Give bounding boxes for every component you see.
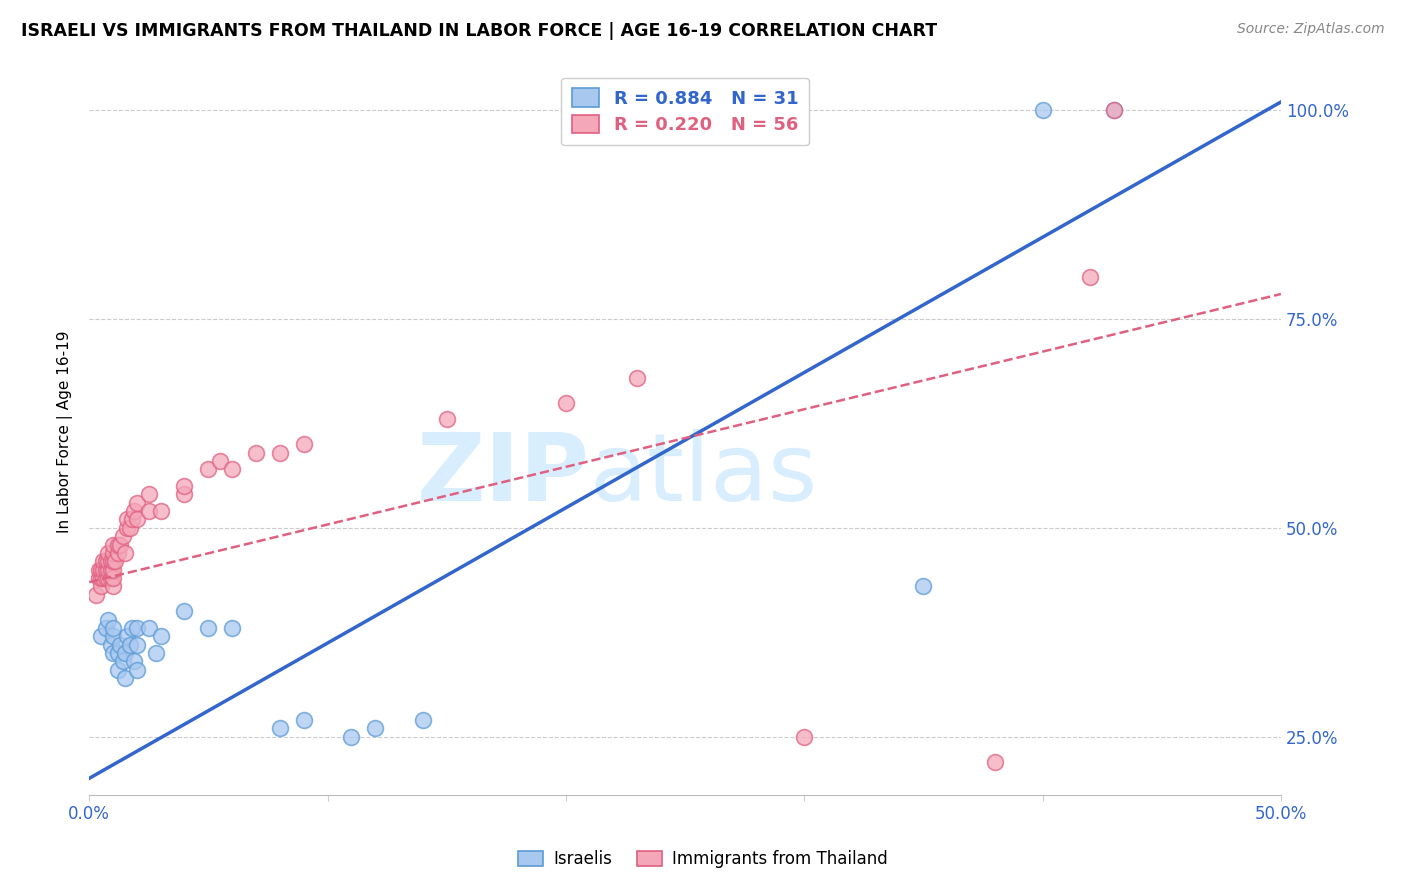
Point xyxy=(554,395,576,409)
Point xyxy=(145,646,167,660)
Point xyxy=(412,713,434,727)
Point xyxy=(87,571,110,585)
Point xyxy=(125,512,148,526)
Point xyxy=(101,554,124,568)
Point xyxy=(125,621,148,635)
Point xyxy=(108,537,131,551)
Point xyxy=(340,730,363,744)
Text: ISRAELI VS IMMIGRANTS FROM THAILAND IN LABOR FORCE | AGE 16-19 CORRELATION CHART: ISRAELI VS IMMIGRANTS FROM THAILAND IN L… xyxy=(21,22,938,40)
Point xyxy=(984,755,1007,769)
Point xyxy=(107,663,129,677)
Point xyxy=(94,571,117,585)
Point xyxy=(173,479,195,493)
Point xyxy=(138,487,160,501)
Point xyxy=(125,663,148,677)
Point xyxy=(364,721,387,735)
Point xyxy=(111,655,134,669)
Point xyxy=(104,554,127,568)
Point xyxy=(269,721,291,735)
Point xyxy=(101,571,124,585)
Text: ZIP: ZIP xyxy=(416,429,589,522)
Point xyxy=(90,629,112,643)
Point xyxy=(101,537,124,551)
Point xyxy=(292,713,315,727)
Point xyxy=(87,563,110,577)
Point xyxy=(93,554,115,568)
Point xyxy=(101,546,124,560)
Point xyxy=(793,730,815,744)
Point xyxy=(101,629,124,643)
Point xyxy=(101,621,124,635)
Point xyxy=(93,563,115,577)
Point xyxy=(97,613,120,627)
Point xyxy=(912,579,935,593)
Point xyxy=(173,604,195,618)
Point xyxy=(94,621,117,635)
Point xyxy=(436,412,458,426)
Point xyxy=(90,563,112,577)
Point xyxy=(121,512,143,526)
Y-axis label: In Labor Force | Age 16-19: In Labor Force | Age 16-19 xyxy=(58,331,73,533)
Point xyxy=(97,571,120,585)
Legend: Israelis, Immigrants from Thailand: Israelis, Immigrants from Thailand xyxy=(512,844,894,875)
Text: Source: ZipAtlas.com: Source: ZipAtlas.com xyxy=(1237,22,1385,37)
Point xyxy=(90,579,112,593)
Point xyxy=(100,571,122,585)
Point xyxy=(124,504,146,518)
Point xyxy=(125,496,148,510)
Point xyxy=(97,563,120,577)
Point xyxy=(117,629,139,643)
Point xyxy=(1032,103,1054,118)
Point xyxy=(1102,103,1125,118)
Point xyxy=(117,521,139,535)
Point xyxy=(118,521,141,535)
Point xyxy=(108,638,131,652)
Point xyxy=(121,621,143,635)
Legend: R = 0.884   N = 31, R = 0.220   N = 56: R = 0.884 N = 31, R = 0.220 N = 56 xyxy=(561,78,808,145)
Point xyxy=(107,546,129,560)
Point xyxy=(100,563,122,577)
Point xyxy=(114,546,136,560)
Point xyxy=(173,487,195,501)
Point xyxy=(197,462,219,476)
Point xyxy=(97,546,120,560)
Point xyxy=(107,646,129,660)
Point xyxy=(97,554,120,568)
Point xyxy=(90,571,112,585)
Point xyxy=(94,554,117,568)
Point xyxy=(209,454,232,468)
Point xyxy=(114,646,136,660)
Point xyxy=(221,621,243,635)
Point xyxy=(111,529,134,543)
Point xyxy=(1102,103,1125,118)
Point xyxy=(93,571,115,585)
Point xyxy=(100,638,122,652)
Point xyxy=(118,638,141,652)
Point xyxy=(114,671,136,685)
Point xyxy=(149,629,172,643)
Point xyxy=(125,638,148,652)
Point xyxy=(100,554,122,568)
Point xyxy=(101,646,124,660)
Point xyxy=(84,588,107,602)
Point xyxy=(149,504,172,518)
Text: atlas: atlas xyxy=(589,429,818,522)
Point xyxy=(292,437,315,451)
Point xyxy=(221,462,243,476)
Point xyxy=(117,512,139,526)
Point xyxy=(107,537,129,551)
Point xyxy=(94,563,117,577)
Point xyxy=(101,563,124,577)
Point xyxy=(245,445,267,459)
Point xyxy=(138,504,160,518)
Point xyxy=(124,655,146,669)
Point xyxy=(101,579,124,593)
Point xyxy=(269,445,291,459)
Point xyxy=(197,621,219,635)
Point xyxy=(138,621,160,635)
Point xyxy=(1078,270,1101,285)
Point xyxy=(626,370,648,384)
